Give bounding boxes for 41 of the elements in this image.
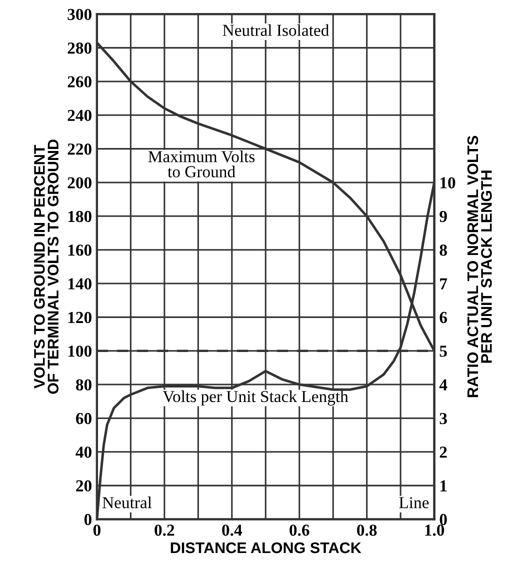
annotation: Maximum Volts to Ground <box>148 150 255 178</box>
y2-axis-title: RATIO ACTUAL TO NORMAL VOLTS PER UNIT STACK LENGTH <box>467 136 492 398</box>
y-axis-title: VOLTS TO GROUND IN PERCENT OF TERMINAL VOLTS TO GROUND <box>34 140 59 394</box>
y2-tick-label: 5 <box>440 346 447 357</box>
y2-tick-label: 8 <box>440 244 447 256</box>
y-tick-label: 260 <box>68 76 92 88</box>
x-tick-label: 0 <box>93 524 100 536</box>
y2-tick-label: 2 <box>440 446 447 458</box>
y-tick-label: 160 <box>68 244 92 256</box>
annotation: Neutral Isolated <box>222 24 329 36</box>
y-tick-label: 120 <box>68 312 92 324</box>
x-axis-title: DISTANCE ALONG STACK <box>170 542 362 554</box>
y2-tick-label: 10 <box>440 177 456 188</box>
x-tick-label: 0.4 <box>222 524 242 536</box>
annotation: Line <box>399 497 429 508</box>
x-tick-label: 0.8 <box>357 524 377 536</box>
y-tick-label: 100 <box>68 346 92 357</box>
annotation: Volts per Unit Stack Length <box>162 390 348 406</box>
y2-tick-label: 3 <box>440 412 447 424</box>
y-tick-label: 0 <box>84 514 92 526</box>
y-tick-label: 20 <box>76 480 92 492</box>
y-tick-label: 80 <box>76 379 92 390</box>
y-tick-label: 180 <box>68 210 92 222</box>
y-tick-label: 300 <box>68 8 92 20</box>
y2-tick-label: 7 <box>440 278 448 290</box>
y2-tick-label: 4 <box>439 379 448 390</box>
y-tick-label: 140 <box>68 278 92 290</box>
y-tick-label: 60 <box>76 412 92 424</box>
y2-tick-label: 6 <box>440 312 448 324</box>
annotation: Neutral <box>102 496 152 508</box>
y2-tick-label: 9 <box>440 210 447 222</box>
y-tick-label: 200 <box>68 177 92 188</box>
x-tick-label: 0.6 <box>290 524 310 536</box>
x-tick-label: 0.2 <box>154 524 174 536</box>
y2-tick-label: 0 <box>440 514 447 526</box>
y-tick-label: 40 <box>76 446 92 458</box>
x-tick-label: 1.0 <box>425 524 444 536</box>
y-tick-label: 240 <box>68 110 92 122</box>
y-tick-label: 220 <box>68 144 92 155</box>
y2-tick-label: 1 <box>440 480 447 492</box>
y-tick-label: 280 <box>68 42 92 54</box>
